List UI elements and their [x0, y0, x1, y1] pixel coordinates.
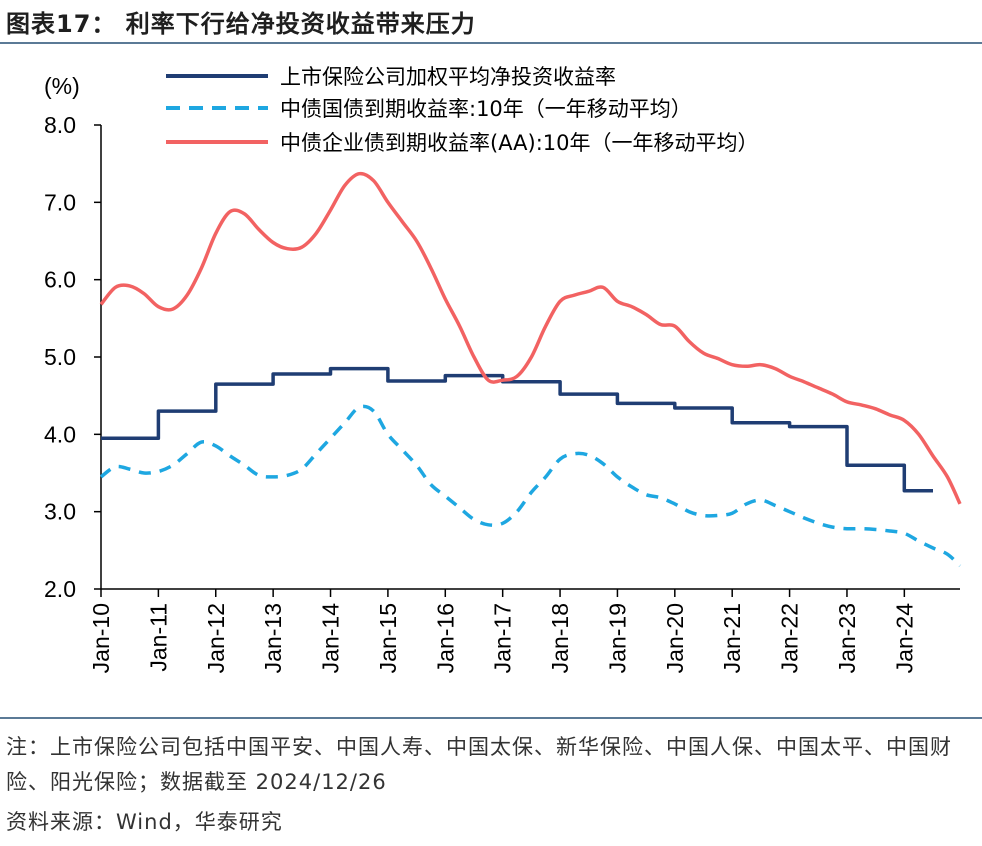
y-tick-label: 7.0 [44, 189, 76, 215]
x-tick-label: Jan-14 [318, 603, 344, 674]
x-tick-label: Jan-17 [490, 603, 516, 673]
y-tick-label: 5.0 [44, 344, 76, 370]
x-tick-label: Jan-18 [547, 603, 573, 673]
title-divider [0, 42, 982, 44]
x-tick-label: Jan-20 [662, 603, 688, 673]
x-tick-label: Jan-21 [719, 603, 745, 673]
x-tick-label: Jan-12 [203, 603, 229, 673]
y-tick-label: 8.0 [44, 112, 76, 138]
x-tick-label: Jan-19 [604, 603, 630, 673]
series-line-3 [99, 171, 962, 505]
x-tick-label: Jan-16 [432, 603, 458, 673]
legend-label-1: 上市保险公司加权平均净投资收益率 [280, 65, 616, 89]
y-axis-label: (%) [44, 73, 80, 99]
legend-label-2: 中债国债到期收益率:10年（一年移动平均） [280, 97, 692, 121]
series-group [99, 171, 962, 568]
x-tick-label: Jan-22 [777, 603, 803, 673]
x-tick-label: Jan-23 [834, 603, 860, 673]
x-axis: Jan-10 Jan-11 Jan-12 Jan-13 Jan-14 Jan-15 Jan-… [88, 588, 960, 674]
legend-label-3: 中债企业债到期收益率(AA):10年（一年移动平均） [280, 131, 759, 155]
x-tick-label: Jan-24 [891, 603, 917, 674]
y-axis: 8.0 7.0 6.0 5.0 4.0 3.0 2.0 [44, 112, 102, 602]
chart-note: 注：上市保险公司包括中国平安、中国人寿、中国太保、新华保险、中国人保、中国太平、… [6, 735, 952, 794]
x-tick-label: Jan-15 [375, 603, 401, 673]
y-tick-label: 6.0 [44, 267, 76, 293]
x-tick-label: Jan-10 [88, 603, 114, 673]
y-tick-label: 2.0 [44, 576, 76, 602]
series-line-1 [101, 366, 933, 493]
y-tick-label: 4.0 [44, 421, 76, 447]
footer-divider [0, 717, 982, 719]
x-tick-label: Jan-11 [145, 603, 171, 672]
chart-title: 图表17： 利率下行给净投资收益带来压力 [6, 10, 476, 38]
y-tick-label: 3.0 [44, 499, 76, 525]
x-tick-label: Jan-13 [260, 603, 286, 673]
series-line-2 [99, 404, 962, 568]
chart-source: 资料来源：Wind，华泰研究 [6, 810, 283, 834]
